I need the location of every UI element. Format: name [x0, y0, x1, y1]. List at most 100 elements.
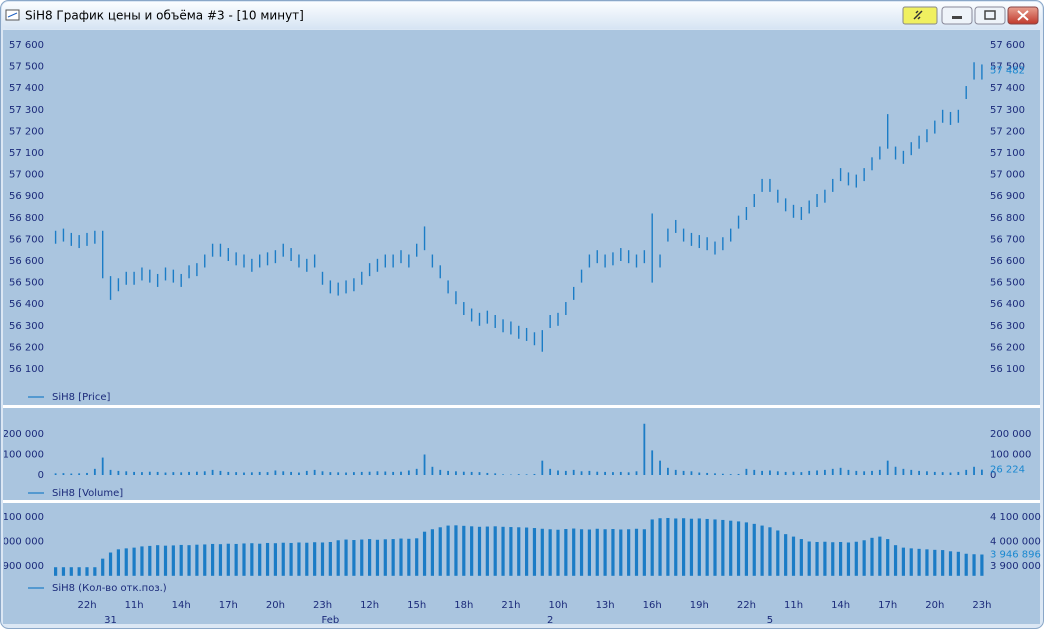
bar	[415, 468, 418, 475]
bar	[799, 539, 803, 576]
bar	[328, 541, 332, 576]
bar	[863, 471, 866, 475]
y-tick-label-left: 56 600	[9, 256, 44, 267]
bar	[156, 545, 160, 576]
bar	[760, 525, 764, 576]
bar	[659, 460, 661, 475]
bar	[926, 471, 928, 475]
bar	[870, 537, 874, 576]
bar	[337, 472, 340, 475]
close-button[interactable]	[1007, 6, 1039, 25]
bar	[274, 470, 277, 475]
bar	[556, 529, 560, 576]
bar	[823, 541, 827, 576]
legend-label: SiH8 [Volume]	[52, 488, 123, 499]
bar	[579, 529, 584, 576]
y-tick-label-left: 56 500	[9, 278, 44, 289]
bar	[77, 567, 81, 576]
x-tick-label: 19h	[690, 600, 709, 611]
x-tick-label: 23h	[972, 600, 991, 611]
bar	[768, 527, 772, 576]
bar	[124, 548, 128, 576]
x-tick-label: 13h	[596, 600, 615, 611]
y-tick-label-left: 56 200	[9, 342, 44, 353]
app-icon	[5, 9, 20, 21]
y-tick-label-right: 57 600	[990, 40, 1025, 51]
bar	[407, 538, 411, 576]
bar	[580, 471, 583, 475]
x-tick-label: 20h	[266, 600, 285, 611]
bar	[839, 541, 843, 576]
bar	[148, 545, 152, 576]
bar	[517, 474, 520, 475]
bar	[973, 466, 975, 475]
y-tick-label-right: 0	[990, 470, 996, 481]
bar	[203, 544, 207, 576]
bar	[658, 518, 662, 576]
bar	[878, 536, 882, 576]
bar	[791, 536, 796, 576]
bar	[776, 530, 780, 576]
bar	[532, 528, 537, 576]
bar	[163, 545, 168, 576]
bar	[266, 472, 269, 475]
bar	[273, 543, 277, 576]
x-tick-label: 16h	[643, 600, 662, 611]
bar	[400, 471, 402, 475]
bar	[525, 527, 529, 576]
bar	[612, 472, 614, 475]
bar	[736, 521, 741, 576]
bar	[477, 526, 482, 576]
y-tick-label-right: 57 500	[990, 62, 1025, 73]
bar	[714, 473, 716, 475]
bar	[690, 471, 693, 475]
bar	[125, 471, 128, 475]
bar	[187, 545, 191, 576]
bar	[69, 567, 73, 576]
bar	[101, 558, 105, 576]
bar	[784, 471, 787, 475]
x-tick-label: 18h	[454, 600, 473, 611]
bar	[886, 460, 889, 475]
bar	[533, 473, 536, 475]
y-tick-label-right: 4 100 000	[990, 512, 1041, 523]
bar	[211, 469, 214, 475]
bar	[493, 526, 497, 576]
bar	[368, 471, 371, 475]
minimize-button[interactable]	[941, 6, 973, 25]
bar	[133, 471, 135, 475]
bar	[391, 539, 395, 576]
bar	[132, 547, 136, 576]
legend-label: SiH8 (Кол-во отк.поз.)	[52, 583, 167, 594]
bar	[258, 543, 262, 576]
bar	[156, 471, 159, 475]
bar	[501, 526, 505, 576]
bar	[431, 466, 434, 475]
link-button[interactable]	[902, 6, 938, 25]
bar	[721, 519, 725, 576]
bar	[776, 471, 779, 475]
bar	[454, 525, 458, 576]
bar	[737, 473, 740, 475]
x-tick-label: 12h	[360, 600, 379, 611]
bar	[635, 471, 638, 475]
bar	[525, 474, 528, 475]
bar	[705, 518, 709, 576]
bar	[180, 472, 183, 475]
bar	[619, 471, 622, 475]
y-tick-label-right: 57 100	[990, 148, 1025, 159]
maximize-button[interactable]	[974, 6, 1006, 25]
title-bar	[2, 2, 1042, 29]
x-tick-label: 15h	[407, 600, 426, 611]
bar	[893, 545, 898, 576]
bar	[972, 554, 976, 576]
bar	[831, 468, 834, 475]
bar	[965, 469, 968, 475]
x-tick-label: 22h	[77, 600, 96, 611]
y-tick-label-left: 57 600	[9, 40, 44, 51]
chart-area	[3, 30, 1040, 624]
bar	[619, 529, 623, 576]
bar	[203, 471, 206, 475]
last-value-label: 57 482	[990, 65, 1025, 76]
bar	[808, 470, 811, 475]
